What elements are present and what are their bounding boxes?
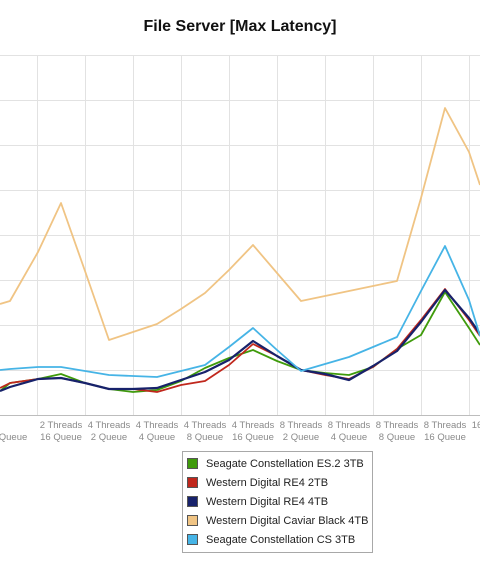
x-tick-label: 4 Threads <box>184 420 227 431</box>
legend-swatch <box>187 496 198 507</box>
x-tick-label: 16 Queue <box>424 432 466 443</box>
x-tick-label: 2 Threads <box>40 420 83 431</box>
grid <box>0 55 480 416</box>
legend-label: Western Digital RE4 4TB <box>206 495 329 508</box>
x-tick-label: 4 Threads <box>232 420 275 431</box>
legend-label: Seagate Constellation ES.2 3TB <box>206 457 364 470</box>
legend-label: Seagate Constellation CS 3TB <box>206 533 356 546</box>
x-tick-label: 2 Queue <box>91 432 127 443</box>
legend-item[interactable]: Western Digital RE4 2TB <box>187 473 368 492</box>
x-tick-label: 2 Queue <box>283 432 319 443</box>
series-line-western-digital-re4-4tb <box>0 288 480 393</box>
x-tick-label: 8 Queue <box>379 432 415 443</box>
x-tick-label: 8 Threads <box>376 420 419 431</box>
legend-item[interactable]: Western Digital RE4 4TB <box>187 492 368 511</box>
legend: Seagate Constellation ES.2 3TB Western Di… <box>182 451 374 553</box>
legend-item[interactable]: Seagate Constellation ES.2 3TB <box>187 454 368 473</box>
series-line-western-digital-re4-2tb <box>0 288 480 393</box>
legend-swatch <box>187 515 198 526</box>
x-tick-label: 8 Threads <box>280 420 323 431</box>
chart-title: File Server [Max Latency] <box>143 18 337 35</box>
x-tick-label: 16 <box>472 420 480 431</box>
x-tick-label: 4 Queue <box>139 432 175 443</box>
x-tick-label: 4 Threads <box>88 420 131 431</box>
x-tick-label: Queue <box>0 432 27 443</box>
series-line-western-digital-caviar-black-4tb <box>0 107 480 341</box>
series-line-seagate-constellation-cs-3tb <box>0 245 480 378</box>
legend-swatch <box>187 477 198 488</box>
legend-item[interactable]: Western Digital Caviar Black 4TB <box>187 511 368 530</box>
x-tick-label: 16 Queue <box>40 432 82 443</box>
x-tick-label: 4 Queue <box>331 432 367 443</box>
x-tick-label: 16 Queue <box>232 432 274 443</box>
legend-item[interactable]: Seagate Constellation CS 3TB <box>187 530 368 549</box>
legend-label: Western Digital RE4 2TB <box>206 476 329 489</box>
legend-label: Western Digital Caviar Black 4TB <box>206 514 369 527</box>
legend-swatch <box>187 458 198 469</box>
series-line-seagate-constellation-es-2-3tb <box>0 291 480 393</box>
x-tick-label: 4 Threads <box>136 420 179 431</box>
x-tick-label: 8 Threads <box>424 420 467 431</box>
series-lines <box>0 107 480 393</box>
x-tick-label: 8 Threads <box>328 420 371 431</box>
legend-swatch <box>187 534 198 545</box>
x-tick-label: 8 Queue <box>187 432 223 443</box>
